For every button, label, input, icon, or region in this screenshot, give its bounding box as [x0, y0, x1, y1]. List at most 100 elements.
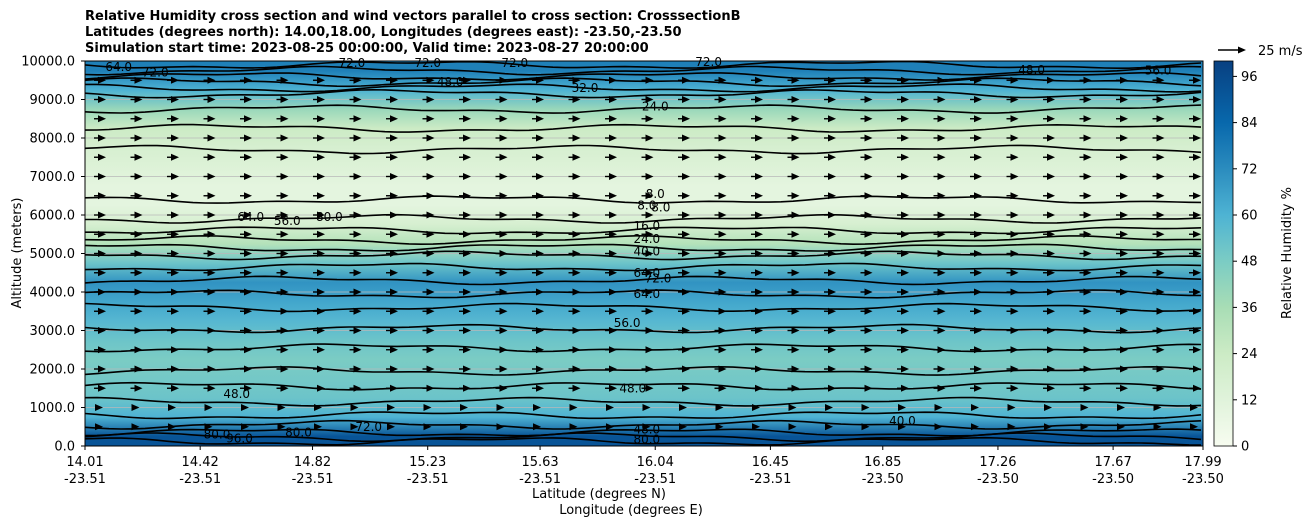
- colorbar-tick-label: 36: [1241, 301, 1258, 316]
- contour-label: 72.0: [414, 56, 441, 70]
- wind-vector: [422, 307, 435, 315]
- wind-vector: [459, 115, 471, 123]
- wind-vector: [130, 288, 143, 296]
- y-tick-label: 8000.0: [30, 132, 76, 147]
- wind-vector: [168, 404, 176, 411]
- wind-vector: [933, 250, 946, 257]
- plot-area: 64.0 72.072.0 72.0 72.048.0 32.024.072.048.0…: [84, 55, 1204, 447]
- contour-label: 72.0: [338, 56, 365, 70]
- wind-vector: [533, 423, 541, 431]
- wind-vector: [130, 192, 143, 200]
- wind-vector: [897, 211, 909, 219]
- wind-vector: [970, 192, 982, 200]
- wind-vector: [1152, 250, 1165, 257]
- wind-vector: [1079, 250, 1092, 257]
- contour-label: 80.0: [285, 426, 312, 440]
- wind-vector: [94, 384, 106, 392]
- x-tick-longitude: -23.51: [292, 472, 334, 487]
- wind-vector: [897, 365, 909, 373]
- wind-vector: [167, 76, 179, 84]
- wind-vector: [860, 134, 873, 142]
- wind-vector: [860, 250, 873, 257]
- wind-vector: [1152, 307, 1165, 315]
- quiver-key-label: 25 m/s: [1258, 44, 1303, 59]
- wind-vector: [459, 327, 471, 334]
- wind-vector: [240, 211, 252, 219]
- wind-vector: [933, 153, 946, 161]
- wind-vector: [642, 404, 651, 411]
- wind-vector: [495, 269, 508, 277]
- wind-vector: [495, 153, 508, 161]
- wind-vector: [787, 173, 800, 180]
- wind-vector: [240, 134, 252, 142]
- wind-vector: [1189, 365, 1201, 373]
- wind-vector: [94, 250, 106, 257]
- wind-vector: [130, 96, 143, 103]
- wind-vector: [495, 250, 508, 257]
- wind-vector: [933, 327, 946, 334]
- y-axis-label: Altitude (meters): [10, 198, 25, 309]
- wind-vector: [1116, 269, 1128, 277]
- wind-vector: [1043, 134, 1055, 142]
- wind-vector: [787, 134, 800, 142]
- wind-vector: [861, 423, 870, 431]
- wind-vector: [860, 230, 873, 238]
- wind-vector: [1189, 327, 1201, 334]
- wind-vector: [1116, 250, 1128, 257]
- wind-vector: [496, 404, 505, 411]
- wind-vector: [95, 404, 103, 411]
- wind-vector: [605, 96, 617, 103]
- contour-line: [85, 381, 1202, 391]
- wind-vector: [1079, 192, 1092, 200]
- wind-vector: [167, 365, 179, 373]
- wind-vector: [1044, 423, 1052, 431]
- wind-vector: [605, 307, 617, 315]
- wind-vector: [787, 76, 800, 84]
- contour-line: [85, 195, 1202, 204]
- y-tick-label: 7000.0: [30, 170, 76, 185]
- wind-vector: [276, 250, 289, 257]
- wind-vector: [897, 173, 909, 180]
- wind-vector: [459, 269, 471, 277]
- colorbar: 0 12 24 36 48 60 72 84 96 Relative Humidity %: [1213, 60, 1295, 455]
- wind-vector: [167, 192, 179, 200]
- wind-vector: [349, 365, 362, 373]
- wind-vector: [641, 384, 654, 392]
- wind-vector: [787, 269, 800, 277]
- wind-vector: [933, 307, 946, 315]
- wind-vector: [386, 173, 398, 180]
- wind-vector: [1043, 211, 1055, 219]
- wind-vector: [1189, 153, 1201, 161]
- wind-vector: [897, 288, 909, 296]
- wind-vector: [860, 96, 873, 103]
- wind-vector: [605, 153, 617, 161]
- wind-vector: [1152, 288, 1165, 296]
- wind-vector: [313, 76, 325, 84]
- wind-vector: [94, 346, 106, 354]
- wind-vector: [276, 384, 289, 392]
- y-tick-label: 1000.0: [30, 401, 76, 416]
- wind-vector: [94, 230, 106, 238]
- colorbar-tick-label: 96: [1241, 70, 1258, 85]
- contour-line: [85, 83, 1202, 93]
- wind-vector: [387, 423, 395, 431]
- wind-vector: [422, 230, 435, 238]
- wind-vector: [605, 327, 617, 334]
- wind-vector: [167, 327, 179, 334]
- wind-vector: [1006, 307, 1019, 315]
- wind-vector: [422, 327, 435, 334]
- wind-vector: [459, 365, 471, 373]
- y-tick-label: 4000.0: [30, 286, 76, 301]
- wind-vector: [1043, 115, 1055, 123]
- y-tick-label: 3000.0: [30, 324, 76, 339]
- contour-line: [85, 432, 1202, 443]
- wind-vector: [386, 307, 398, 315]
- wind-vector: [1116, 327, 1128, 334]
- x-tick-longitude: -23.50: [862, 472, 904, 487]
- wind-vector: [532, 250, 544, 257]
- x-tick-longitude: -23.50: [1182, 472, 1224, 487]
- wind-vector: [1079, 134, 1092, 142]
- wind-vector: [386, 153, 398, 161]
- wind-vector: [714, 288, 727, 296]
- wind-vector: [349, 327, 362, 334]
